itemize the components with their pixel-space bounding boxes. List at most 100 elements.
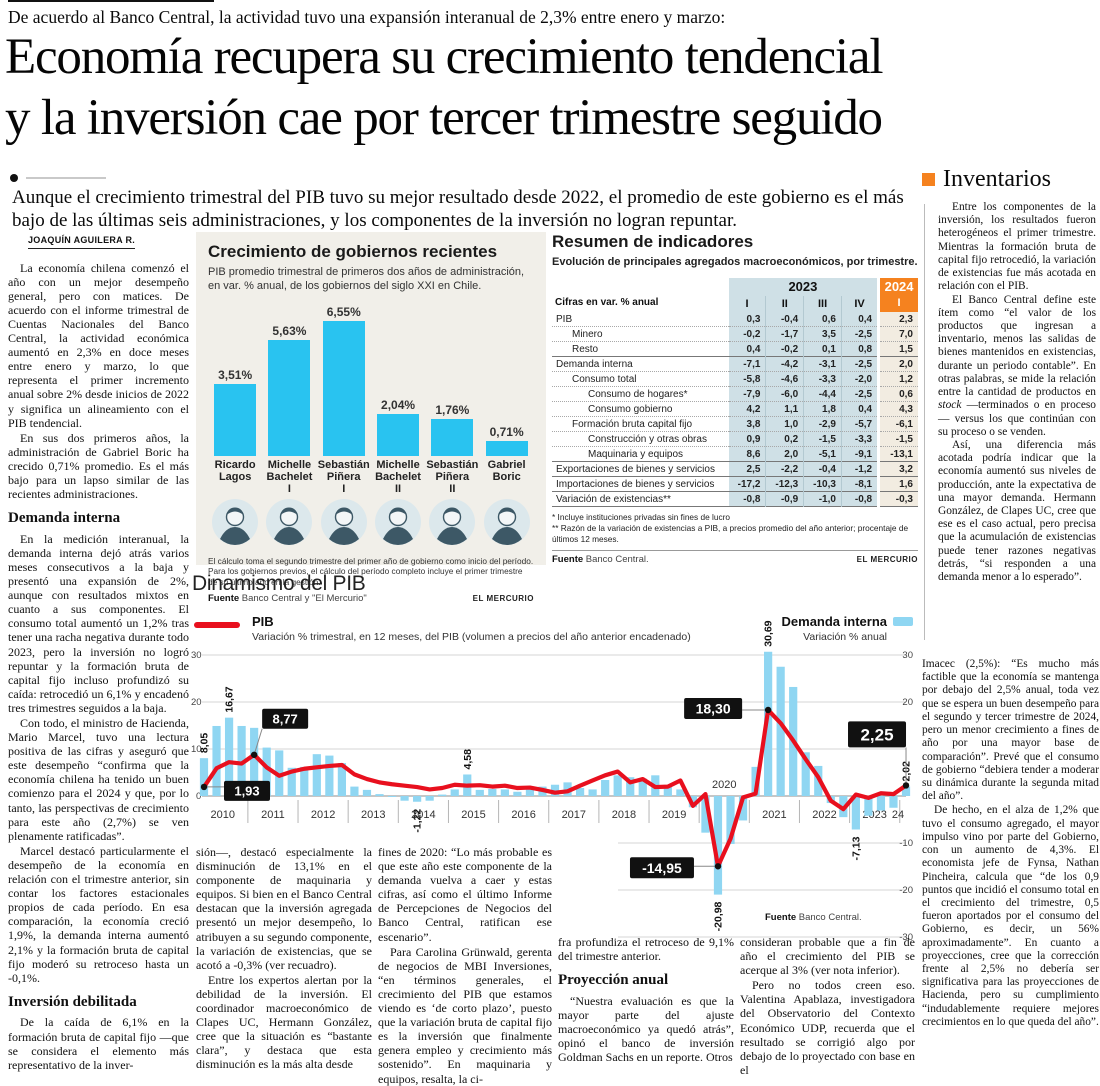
paragraph: fra profundiza el retroceso de 9,1% del …	[558, 935, 734, 964]
paragraph: Pero no todos creen eso. Valentina Apabl…	[740, 978, 915, 1077]
demanda-bar	[262, 747, 271, 796]
demanda-bar	[312, 754, 321, 796]
demanda-bar	[425, 796, 434, 801]
cell-value: -7,1	[728, 356, 766, 372]
callout-label: -14,95	[642, 860, 682, 876]
president-column: 0,71% Gabriel Boric	[479, 304, 533, 550]
demanda-bar	[300, 766, 309, 796]
cell-value: -1,7	[765, 326, 804, 342]
callout-box	[629, 857, 694, 879]
paragraph: Entre los componentes de la inversión, l…	[938, 201, 1096, 293]
callout-point	[764, 706, 772, 714]
row-label: Minero	[572, 328, 603, 340]
callout-box	[224, 780, 270, 801]
article-column-1: JOAQUÍN AGUILERA R. La economía chilena …	[8, 232, 189, 1086]
cell-value: -1,0	[803, 491, 842, 507]
demanda-legend-text: Demanda interna Variación % anual	[782, 614, 887, 643]
demanda-bar	[626, 777, 635, 796]
article-column-3: fines de 2020: “Lo más probable es que e…	[378, 845, 552, 1086]
paragraph: Imacec (2,5%): “Es mucho más factible qu…	[922, 658, 1099, 803]
year-label: 24	[892, 809, 904, 821]
paragraph: fines de 2020: “Lo más probable es que e…	[378, 845, 552, 944]
demanda-bar	[801, 752, 810, 796]
table-footnotes: * Incluye instituciones privadas sin fin…	[552, 512, 918, 544]
demanda-bar	[676, 789, 685, 796]
header-quarter: III	[803, 295, 842, 313]
demanda-bar	[237, 725, 246, 796]
bar	[214, 383, 257, 456]
cell-value: -3,1	[803, 356, 842, 372]
president-portrait	[375, 498, 422, 550]
table-subtitle: Evolución de principales agregados macro…	[552, 256, 918, 268]
cell-value: -10,3	[803, 476, 842, 492]
cell-value: 8,6	[728, 446, 766, 462]
bar-value-label: 8,05	[199, 733, 211, 754]
cell-value: -2,2	[765, 461, 804, 477]
president-column: 3,51% Ricardo Lagos	[208, 304, 262, 550]
cell-value: 0,4	[840, 401, 879, 417]
president-portrait	[483, 498, 530, 550]
header-quarter: IV	[840, 295, 879, 313]
cell-value: 0,6	[803, 312, 842, 327]
demanda-bar	[525, 788, 535, 796]
header-row: 2023 2024 I	[552, 277, 918, 313]
cell-value: -5,1	[803, 446, 842, 462]
y-axis-label-right: -10	[899, 838, 913, 849]
bar-stack: 2,04%	[377, 304, 420, 456]
callout-leader	[253, 728, 263, 755]
header-row: Cifras en var. % anual I II III IV	[552, 295, 918, 313]
paragraph: Así, una diferencia más acotada podría i…	[938, 438, 1096, 584]
deck: Aunque el crecimiento trimestral del PIB…	[12, 187, 904, 232]
demanda-bar	[864, 796, 873, 816]
cell-value: 0,4	[840, 312, 879, 327]
year-label: 2022	[812, 809, 836, 821]
paragraph: De la caída de 6,1% en la formación brut…	[8, 1015, 189, 1072]
callout-point	[250, 751, 258, 758]
demanda-bar	[224, 717, 234, 796]
cell-value: -0,2	[765, 341, 804, 357]
footnote: * Incluye instituciones privadas sin fin…	[552, 512, 731, 523]
president-name: Michelle Bachelet II	[375, 458, 421, 495]
cell-value: 0,3	[728, 312, 766, 327]
demanda-bar	[776, 666, 785, 796]
row-label: PIB	[556, 313, 573, 325]
bar	[377, 413, 420, 456]
bar-value-label: -20,98	[712, 901, 724, 931]
cell-value: -8,1	[840, 476, 879, 492]
callout-label: 2,25	[860, 726, 893, 745]
y-axis-label-left: 30	[191, 650, 202, 661]
demanda-bar	[387, 796, 397, 797]
president-portrait	[212, 498, 259, 550]
table-body: PIB 0,3 -0,4 0,6 0,4 2,3 Minero -0,2 -1,7 3,5 -2,5…	[552, 312, 918, 507]
year-label: 2010	[211, 809, 235, 821]
row-label: Consumo gobierno	[588, 403, 673, 415]
table-row: Formación bruta capital fijo 3,8 1,0 -2,9 -5…	[552, 416, 918, 432]
demanda-bar	[475, 789, 484, 796]
president-column: 1,76% Sebastián Piñera II	[425, 304, 479, 550]
year-label: 2015	[461, 809, 485, 821]
kicker: De acuerdo al Banco Central, la activida…	[8, 7, 726, 27]
bar-stack: 6,55%	[322, 304, 365, 456]
year-label: 2017	[562, 809, 586, 821]
table-row: Exportaciones de bienes y servicios 2,5 -2…	[552, 461, 918, 477]
gov-chart-subtitle: PIB promedio trimestral de primeros dos …	[208, 266, 525, 292]
cell-value: 7,0	[877, 326, 918, 342]
cell-value: -4,6	[765, 371, 804, 387]
demanda-bar	[337, 763, 346, 796]
headline-rule	[26, 177, 106, 179]
headline-bullet	[10, 174, 18, 182]
bar	[322, 321, 365, 456]
bar	[485, 440, 528, 456]
cell-value: 1,2	[877, 371, 918, 387]
table-credit: EL MERCURIO	[856, 554, 918, 564]
cell-value: 4,2	[728, 401, 766, 417]
y-axis-label-left: 10	[191, 744, 202, 755]
cell-value: 3,5	[803, 326, 842, 342]
paragraph: De hecho, en el alza de 1,2% que tuvo el…	[922, 804, 1099, 1028]
inventarios-title: Inventarios	[943, 166, 1051, 192]
y-axis-label-left: 0	[196, 791, 201, 802]
demanda-bar-swatch	[893, 617, 913, 626]
table-row: Consumo total -5,8 -4,6 -3,3 -2,0 1,2	[552, 371, 918, 387]
demanda-bar	[199, 758, 209, 796]
paragraph: sión—, destacó especialmente la disminuc…	[196, 845, 372, 972]
